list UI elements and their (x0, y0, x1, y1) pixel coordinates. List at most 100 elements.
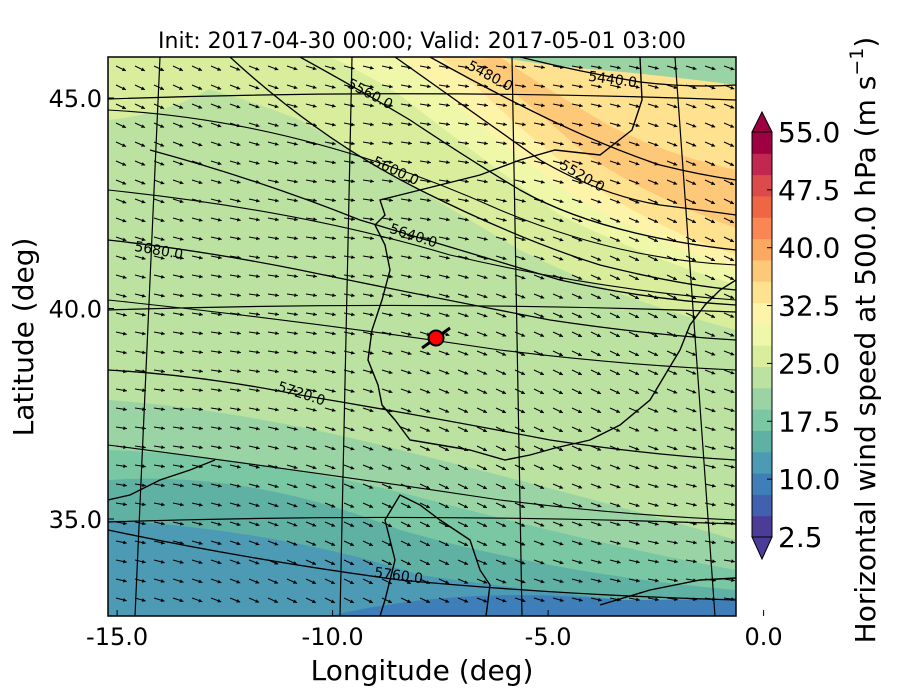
wind-vector-arrow (628, 122, 640, 128)
wind-vector-arrow (286, 84, 298, 90)
wind-vector-arrow (723, 445, 735, 450)
location-marker-layer (421, 326, 451, 350)
wind-vector-arrow (647, 521, 659, 526)
wind-vector-arrow (419, 65, 431, 70)
wind-vector-arrow (723, 179, 735, 186)
wind-vector-arrow (647, 293, 659, 300)
wind-vector-arrow (229, 198, 241, 203)
wind-vector-arrow (248, 369, 260, 374)
wind-vector-arrow (571, 426, 583, 433)
wind-vector-arrow (210, 217, 222, 222)
wind-vector-arrow (343, 426, 355, 432)
wind-vector-arrow (305, 502, 317, 508)
wind-vector-arrow (362, 578, 374, 585)
wind-vector-arrow (628, 217, 640, 223)
wind-vector-arrow (115, 559, 127, 564)
wind-vector-arrow (495, 217, 507, 222)
wind-vector-arrow (666, 312, 678, 319)
wind-vector-arrow (495, 578, 507, 584)
wind-vector-arrow (153, 464, 165, 469)
wind-vector-arrow (723, 407, 735, 413)
wind-vector-arrow (305, 464, 317, 470)
colorbar-label: Horizontal wind speed at 500.0 hPa (m s−… (846, 37, 882, 644)
wind-vector-arrow (495, 274, 507, 280)
wind-vector-arrow (267, 179, 279, 184)
wind-vector-arrow (248, 578, 260, 584)
wind-vector-arrow (229, 407, 241, 412)
wind-vector-arrow (267, 426, 279, 431)
wind-vector-arrow (514, 540, 526, 546)
wind-vector-arrow (514, 597, 526, 603)
wind-vector-arrow (552, 293, 564, 299)
wind-vector-arrow (267, 521, 279, 527)
wind-speed-band (108, 520, 736, 616)
wind-vector-arrow (286, 141, 298, 146)
wind-vector-arrow (229, 597, 241, 603)
wind-vector-arrow (362, 84, 374, 89)
wind-vector-arrow (495, 160, 507, 165)
wind-vector-arrow (571, 236, 583, 242)
wind-vector-arrow (514, 255, 526, 261)
wind-vector-arrow (419, 369, 431, 375)
wind-vector-arrow (476, 122, 488, 127)
wind-vector-arrow (172, 331, 184, 336)
wind-vector-arrow (495, 521, 507, 527)
wind-vector-arrow (134, 103, 146, 110)
wind-vector-arrow (343, 293, 355, 298)
wind-vector-arrow (476, 559, 488, 565)
wind-vector-arrow (476, 521, 488, 528)
wind-vector-arrow (552, 217, 564, 223)
wind-vector-arrow (552, 597, 564, 602)
wind-vector-arrow (723, 255, 735, 262)
wind-vector-arrow (305, 350, 317, 355)
wind-vector-arrow (305, 65, 317, 71)
wind-vector-arrow (153, 445, 165, 450)
wind-vector-arrow (457, 426, 469, 433)
wind-vector-arrow (400, 255, 412, 260)
wind-vector-arrow (153, 198, 165, 204)
wind-vector-arrow (666, 597, 678, 602)
wind-vector-arrow (666, 236, 678, 243)
wind-vector-arrow (590, 559, 602, 564)
meridian-line (511, 57, 523, 616)
wind-vector-arrow (286, 179, 298, 184)
wind-vector-arrow (115, 350, 127, 355)
colorbar-segment (752, 302, 772, 325)
colorbar-segment (752, 259, 772, 282)
wind-vector-arrow (723, 103, 735, 109)
colorbar-segment (752, 281, 772, 304)
wind-vector-arrow (704, 540, 716, 545)
wind-vector-arrow (362, 141, 374, 146)
wind-vector-arrow (628, 388, 640, 394)
wind-vector-arrow (704, 521, 716, 526)
wind-vector-arrow (533, 65, 545, 70)
wind-vector-arrow (191, 141, 203, 147)
wind-vector-arrow (666, 65, 678, 70)
wind-vector-arrow (248, 350, 260, 355)
wind-vector-arrow (647, 407, 659, 413)
wind-vector-arrow (514, 103, 526, 108)
wind-vector-arrow (324, 198, 336, 203)
wind-vector-arrow (248, 331, 260, 336)
wind-vector-arrow (362, 65, 374, 70)
wind-vector-arrow (438, 160, 450, 165)
wind-vector-arrow (381, 274, 393, 279)
wind-vector-arrow (172, 293, 184, 298)
wind-vector-arrow (666, 122, 678, 128)
parallel-line (108, 304, 736, 313)
colorbar-max-extension (751, 110, 773, 133)
wind-vector-arrow (381, 312, 393, 317)
colorbar-segment (752, 515, 772, 538)
wind-vector-arrow (267, 274, 279, 279)
wind-vector-arrow (381, 141, 393, 146)
wind-vector-arrow (191, 331, 203, 336)
wind-vector-arrow (210, 274, 222, 279)
wind-vector-arrow (324, 141, 336, 146)
wind-vector-arrow (153, 426, 165, 431)
wind-vector-arrow (609, 578, 621, 583)
wind-vector-arrow (362, 312, 374, 317)
wind-vector-arrow (419, 122, 431, 127)
wind-vector-arrow (457, 293, 469, 299)
wind-vector-arrow (647, 369, 659, 375)
wind-vector-arrow (191, 464, 203, 469)
